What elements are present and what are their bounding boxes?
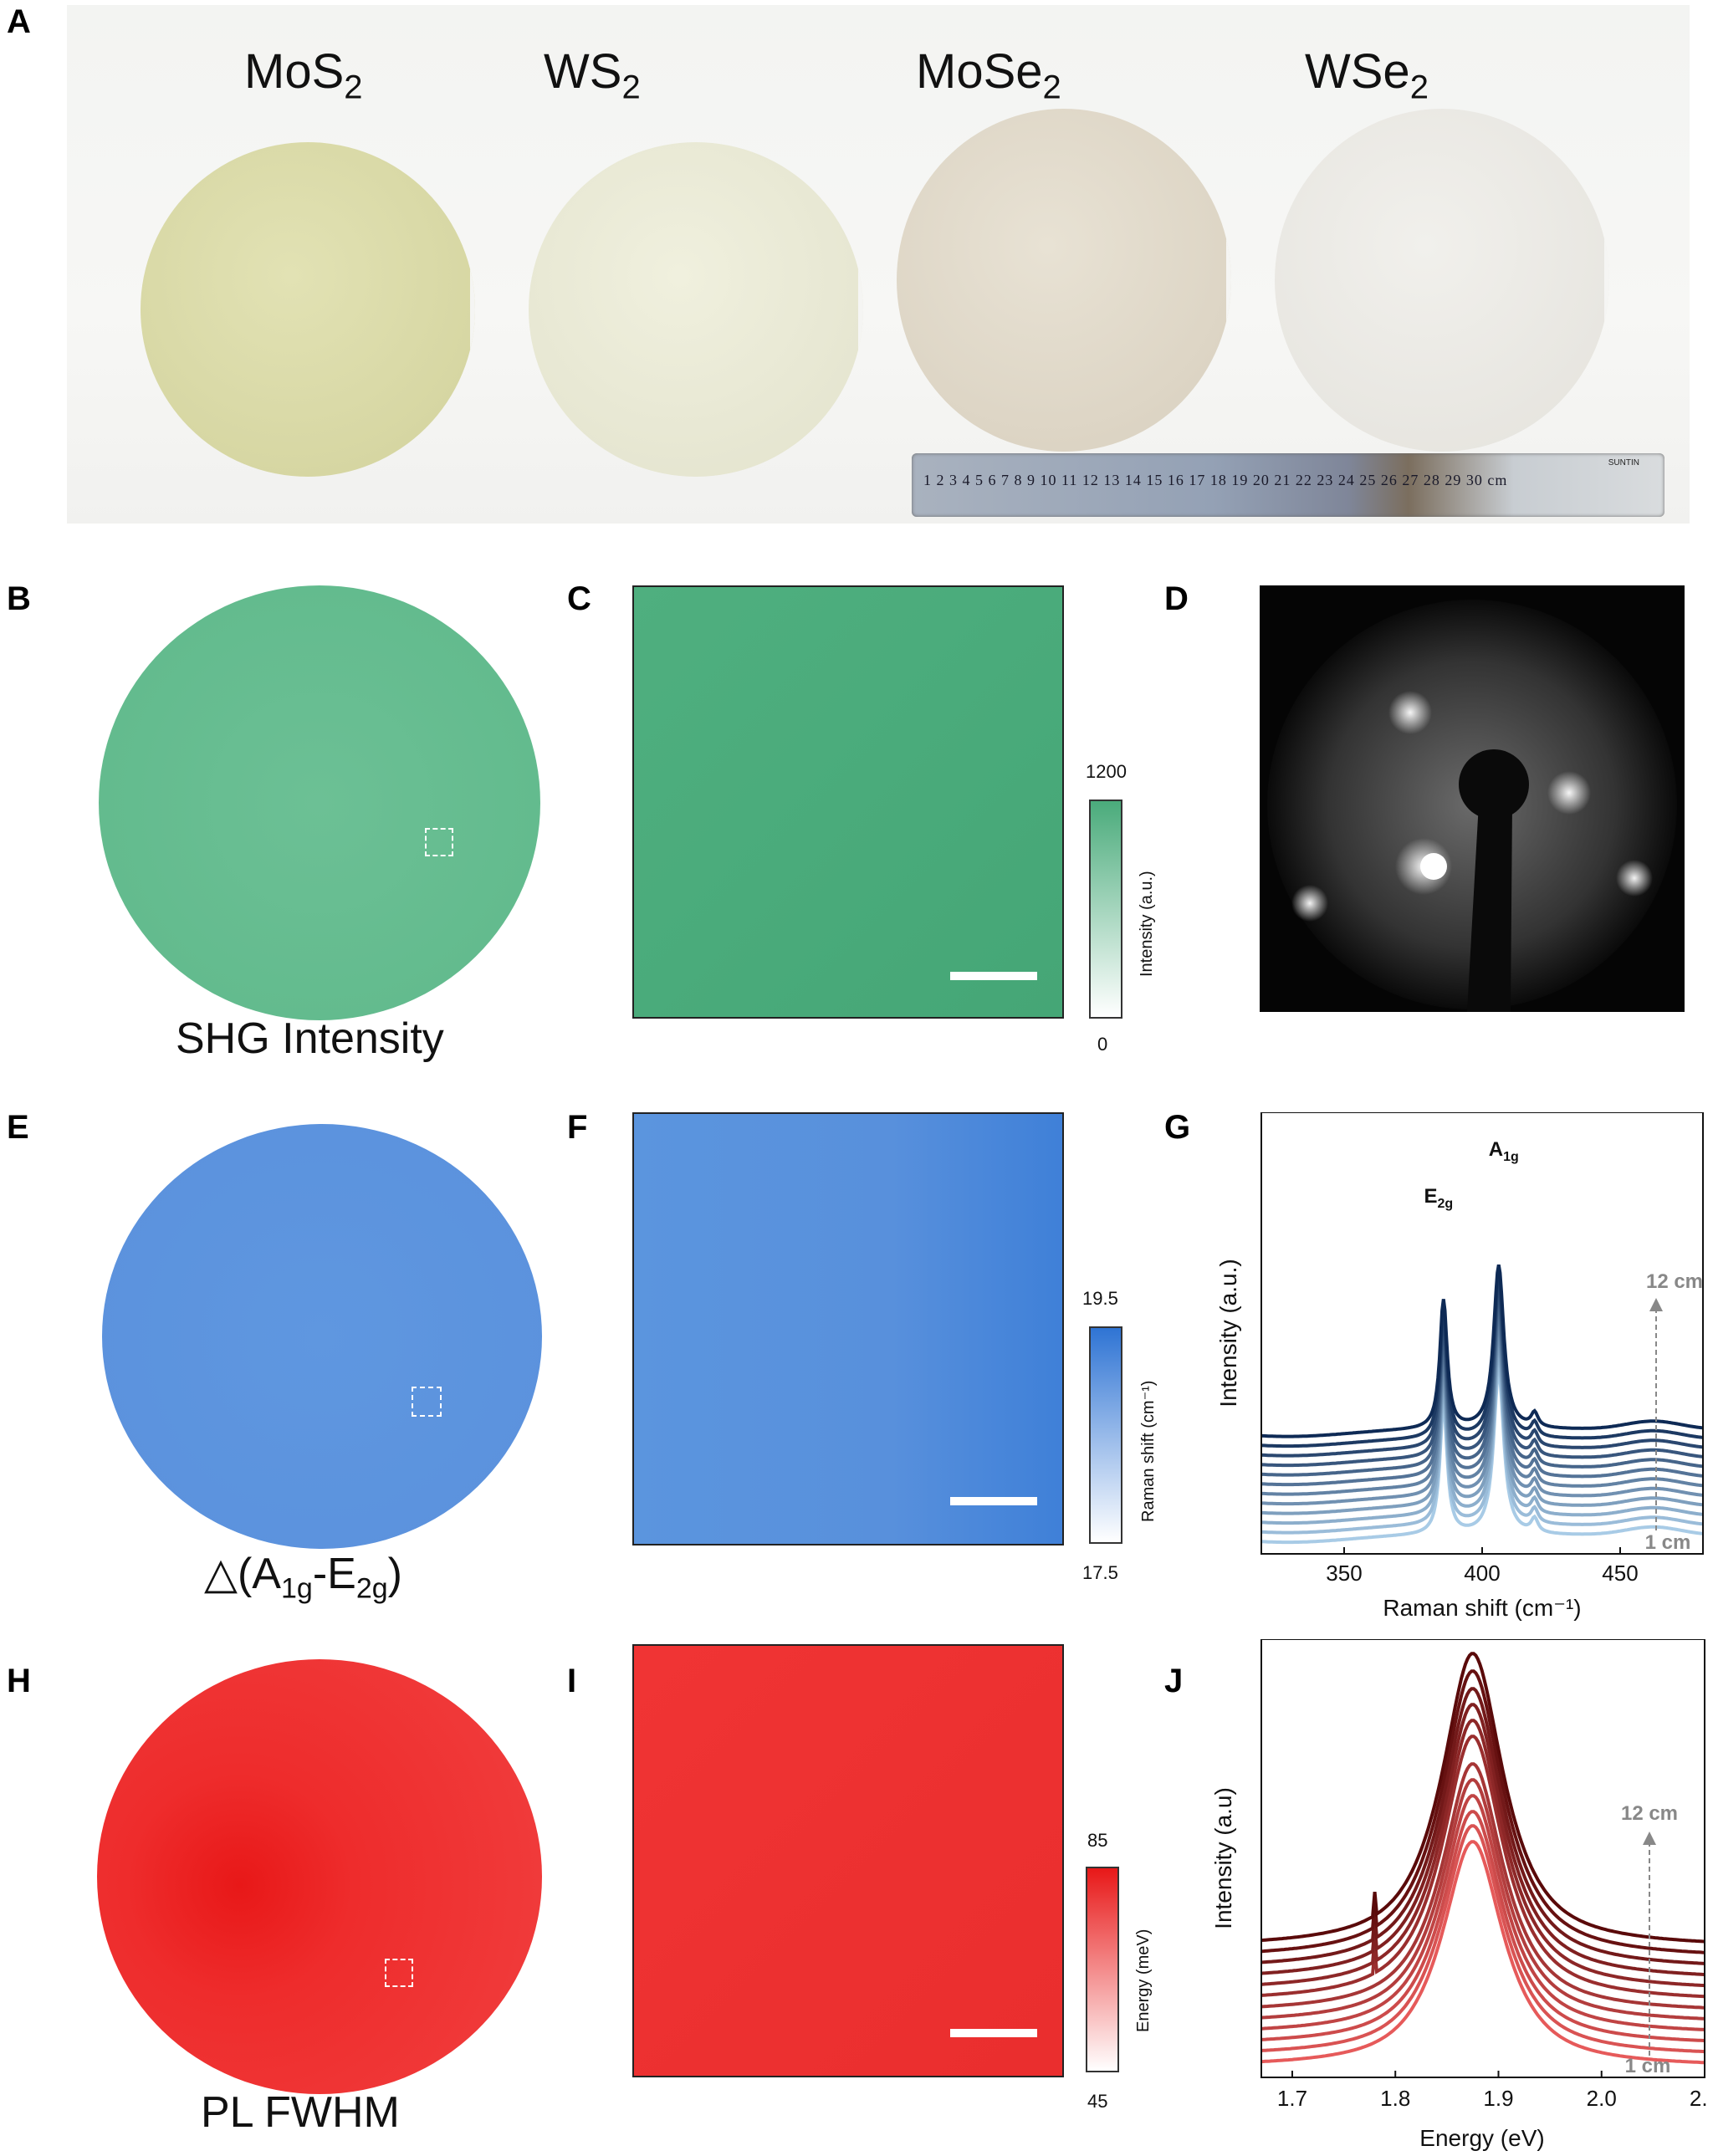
scale-bar — [950, 1497, 1037, 1505]
pl-spectrum-line — [1260, 1762, 1705, 2010]
shg-cbar-label: Intensity (a.u.) — [1138, 871, 1156, 977]
wafer-label-wse2: WSe2 — [1305, 44, 1429, 106]
raman-spectrum-line — [1260, 1331, 1704, 1506]
pl-spectrum-line — [1260, 1719, 1705, 1988]
pl-zoom-map — [632, 1644, 1064, 2077]
pl-spectrum-line — [1260, 1794, 1705, 2031]
panel-label-j: J — [1164, 1663, 1184, 1699]
pl-spectra-chart: 1.7 1.8 1.9 2.0 2.1 Energy (eV) Intensity (a… — [1210, 1639, 1708, 2151]
shg-zoom-region — [425, 828, 453, 856]
x-tick-label: 1.8 — [1380, 2086, 1410, 2111]
pl-spectrum-line — [1260, 1687, 1705, 1965]
panel-label-a: A — [7, 3, 31, 40]
panel-label-i: I — [567, 1663, 577, 1699]
plot-frame — [1260, 1639, 1705, 2078]
shg-cbar-max: 1200 — [1086, 761, 1127, 782]
pl-colorbar — [1086, 1867, 1119, 2072]
raman-cbar-max: 19.5 — [1082, 1288, 1118, 1309]
raman-spectrum-line — [1260, 1360, 1704, 1535]
arrow-top-label: 12 cm — [1646, 1270, 1703, 1293]
pl-spectrum-line — [1260, 1669, 1705, 1954]
shg-zoom-map — [632, 585, 1064, 1019]
raman-wafer-map — [102, 1124, 542, 1549]
panel-label-d: D — [1164, 580, 1189, 617]
pl-cbar-max: 85 — [1087, 1830, 1108, 1851]
pl-spectrum-line — [1260, 1703, 1705, 1976]
shg-wafer-map — [99, 585, 540, 1020]
shg-colorbar — [1089, 800, 1122, 1019]
raman-spectrum-line — [1260, 1370, 1704, 1545]
panel-label-h: H — [7, 1663, 31, 1699]
arrow-bottom-label: 1 cm — [1625, 2055, 1671, 2077]
raman-colorbar — [1089, 1326, 1122, 1544]
wafer-mose2 — [897, 109, 1231, 452]
panel-label-e: E — [7, 1109, 29, 1146]
raman-spectrum-line — [1260, 1283, 1704, 1458]
arrow-head — [1643, 1832, 1656, 1845]
wafer-ws2 — [529, 142, 863, 477]
arrow-top-label: 12 cm — [1621, 1802, 1678, 1825]
raman-spectrum-line — [1260, 1293, 1704, 1468]
x-tick-label: 2.0 — [1587, 2086, 1617, 2111]
raman-cbar-min: 17.5 — [1082, 1562, 1118, 1583]
pl-spectrum-line — [1260, 1652, 1705, 1944]
shg-cbar-min: 0 — [1097, 1034, 1108, 1055]
x-tick-label: 2.1 — [1690, 2086, 1708, 2111]
ruler-brand: SUNTIN — [1608, 458, 1639, 467]
x-tick-label: 1.7 — [1277, 2086, 1307, 2111]
x-tick-label: 350 — [1326, 1561, 1362, 1586]
pl-spectrum-line — [1260, 1824, 1705, 2054]
pl-spectrum-line — [1260, 1810, 1705, 2042]
wafer-wse2 — [1275, 109, 1609, 452]
raman-spectrum-line — [1260, 1321, 1704, 1496]
peak-label-a1g: A1g — [1489, 1138, 1519, 1164]
raman-zoom-map — [632, 1112, 1064, 1545]
shg-caption: SHG Intensity — [176, 1014, 444, 1063]
panel-label-b: B — [7, 580, 31, 617]
y-axis-label: Intensity (a.u.) — [1215, 1259, 1241, 1407]
pl-cbar-min: 45 — [1087, 2091, 1108, 2112]
pl-spectrum-line — [1260, 1840, 1705, 2065]
wafer-label-mos2: MoS2 — [244, 44, 363, 106]
raman-spectrum-line — [1260, 1341, 1704, 1515]
y-axis-label: Intensity (a.u) — [1210, 1787, 1236, 1929]
wafer-label-ws2: WS2 — [544, 44, 641, 106]
raman-spectrum-line — [1260, 1351, 1704, 1525]
pl-wafer-map — [97, 1659, 542, 2094]
panel-label-f: F — [567, 1109, 588, 1146]
x-axis-label: Raman shift (cm⁻¹) — [1383, 1595, 1581, 1621]
pl-spectrum-line — [1260, 1778, 1705, 2021]
x-tick-label: 400 — [1464, 1561, 1500, 1586]
panel-label-g: G — [1164, 1109, 1191, 1146]
arrow-bottom-label: 1 cm — [1645, 1531, 1691, 1554]
raman-spectrum-line — [1260, 1312, 1704, 1487]
raman-zoom-region — [412, 1387, 442, 1417]
pl-cbar-label: Energy (meV) — [1134, 1929, 1153, 2032]
raman-spectra-chart: 350 400 450 Raman shift (cm⁻¹) Intensity (… — [1215, 1112, 1704, 1621]
raman-spectrum-line — [1260, 1302, 1704, 1477]
raman-spectrum-line — [1260, 1274, 1704, 1448]
pl-spectrum-line — [1260, 1735, 1705, 1999]
x-axis-label: Energy (eV) — [1419, 2125, 1544, 2151]
panel-label-c: C — [567, 580, 591, 617]
leed-pattern — [1260, 585, 1685, 1012]
pl-caption: PL FWHM — [201, 2088, 400, 2137]
arrow-head — [1649, 1298, 1663, 1311]
ruler-scale: 1 2 3 4 5 6 7 8 9 10 11 12 13 14 15 16 1… — [923, 472, 1508, 488]
scale-bar — [950, 2029, 1037, 2037]
leed-image — [1260, 585, 1685, 1012]
wafer-mos2 — [141, 142, 475, 477]
peak-label-e2g: E2g — [1424, 1185, 1453, 1211]
scale-bar — [950, 972, 1037, 980]
ruler: 1 2 3 4 5 6 7 8 9 10 11 12 13 14 15 16 1… — [912, 453, 1664, 517]
pl-zoom-region — [385, 1959, 413, 1987]
x-tick-label: 450 — [1602, 1561, 1638, 1586]
raman-spectrum-line — [1260, 1264, 1704, 1438]
raman-cbar-label: Raman shift (cm⁻¹) — [1139, 1380, 1158, 1522]
x-tick-label: 1.9 — [1483, 2086, 1513, 2111]
raman-caption: △(A1g-E2g) — [204, 1550, 402, 1605]
wafer-label-mose2: MoSe2 — [916, 44, 1061, 106]
